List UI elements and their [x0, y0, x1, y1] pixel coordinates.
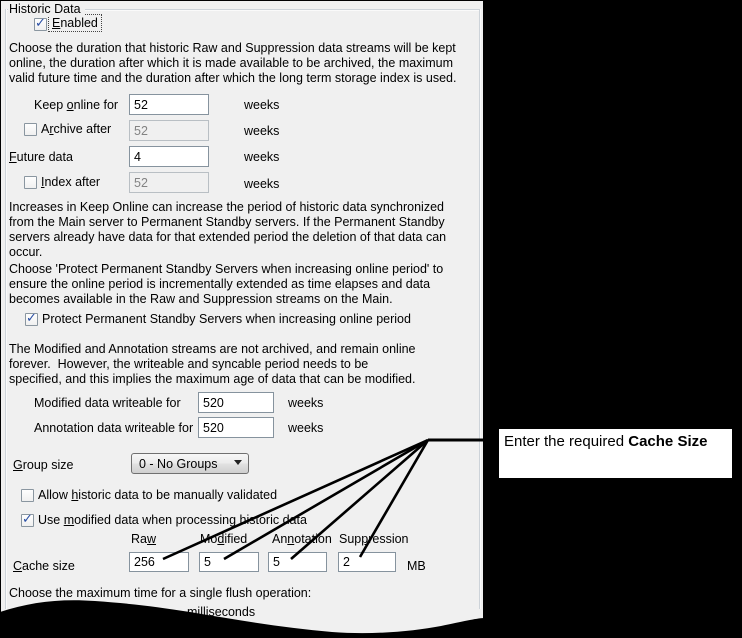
- annotation-writeable-input[interactable]: [198, 417, 274, 438]
- groupbox-title: Historic Data: [8, 2, 85, 16]
- sync-note-text: Increases in Keep Online can increase th…: [9, 200, 447, 259]
- chevron-down-icon: [234, 460, 242, 465]
- group-size-select[interactable]: 0 - No Groups: [131, 453, 249, 474]
- allow-validate-label: Allow historic data to be manually valid…: [38, 488, 278, 502]
- index-after-checkbox[interactable]: [24, 176, 37, 189]
- annotation-writeable-unit: weeks: [288, 421, 324, 435]
- groupbox-top-border: [5, 9, 480, 10]
- callout-text-bold: Cache Size: [628, 433, 708, 450]
- group-size-selected-value: 0 - No Groups: [139, 457, 218, 471]
- keep-online-unit: weeks: [244, 98, 280, 112]
- keep-online-label: Keep online for: [34, 98, 119, 112]
- cache-header-modified: Modified: [200, 532, 248, 546]
- protect-standby-checkbox[interactable]: ✓: [25, 310, 38, 326]
- check-icon: ✓: [26, 310, 37, 325]
- protect-standby-label: Protect Permanent Standby Servers when i…: [42, 312, 411, 326]
- future-data-input[interactable]: [129, 146, 209, 167]
- index-after-label: Index after: [41, 175, 101, 189]
- flush-unit-partial: milliseconds: [187, 605, 256, 619]
- index-after-input: [129, 172, 209, 193]
- callout-box: Enter the required Cache Size: [499, 429, 732, 478]
- cache-raw-input[interactable]: [129, 552, 189, 572]
- check-icon: ✓: [22, 511, 33, 526]
- callout-text: Enter the required: [504, 433, 629, 450]
- cache-annotation-input[interactable]: [268, 552, 327, 572]
- check-icon: ✓: [35, 15, 46, 30]
- future-data-label: Future data: [9, 150, 73, 164]
- archive-after-input: [129, 120, 209, 141]
- cache-header-raw: Raw: [131, 532, 157, 546]
- cache-header-suppression: Suppression: [339, 532, 409, 546]
- archive-after-checkbox[interactable]: [24, 123, 37, 136]
- writeable-note-text: The Modified and Annotation streams are …: [9, 342, 416, 386]
- historic-data-panel: Historic Data ✓ Enabled Choose the durat…: [1, 1, 483, 637]
- future-data-unit: weeks: [244, 150, 280, 164]
- cache-header-annotation: Annotation: [272, 532, 332, 546]
- groupbox-right-border: [479, 9, 480, 609]
- archive-after-unit: weeks: [244, 124, 280, 138]
- use-modified-label: Use modified data when processing histor…: [38, 513, 307, 527]
- enabled-checkbox[interactable]: ✓: [34, 15, 47, 31]
- cache-size-unit: MB: [407, 559, 426, 573]
- intro-text: Choose the duration that historic Raw an…: [9, 41, 457, 85]
- modified-writeable-unit: weeks: [288, 396, 324, 410]
- modified-writeable-input[interactable]: [198, 392, 274, 413]
- enabled-label[interactable]: Enabled: [48, 14, 102, 32]
- modified-writeable-label: Modified data writeable for: [34, 396, 181, 410]
- archive-after-label: Archive after: [41, 122, 112, 136]
- cache-size-label: Cache size: [13, 559, 75, 573]
- flush-label: Choose the maximum time for a single flu…: [9, 586, 312, 600]
- index-after-unit: weeks: [244, 177, 280, 191]
- keep-online-input[interactable]: [129, 94, 209, 115]
- annotation-writeable-label: Annotation data writeable for: [34, 421, 194, 435]
- group-size-label: Group size: [13, 458, 74, 472]
- protect-note-text: Choose 'Protect Permanent Standby Server…: [9, 262, 444, 306]
- cache-suppression-input[interactable]: [338, 552, 396, 572]
- use-modified-checkbox[interactable]: ✓: [21, 511, 34, 527]
- cache-modified-input[interactable]: [199, 552, 259, 572]
- groupbox-left-border: [5, 9, 6, 609]
- allow-validate-checkbox[interactable]: [21, 489, 34, 502]
